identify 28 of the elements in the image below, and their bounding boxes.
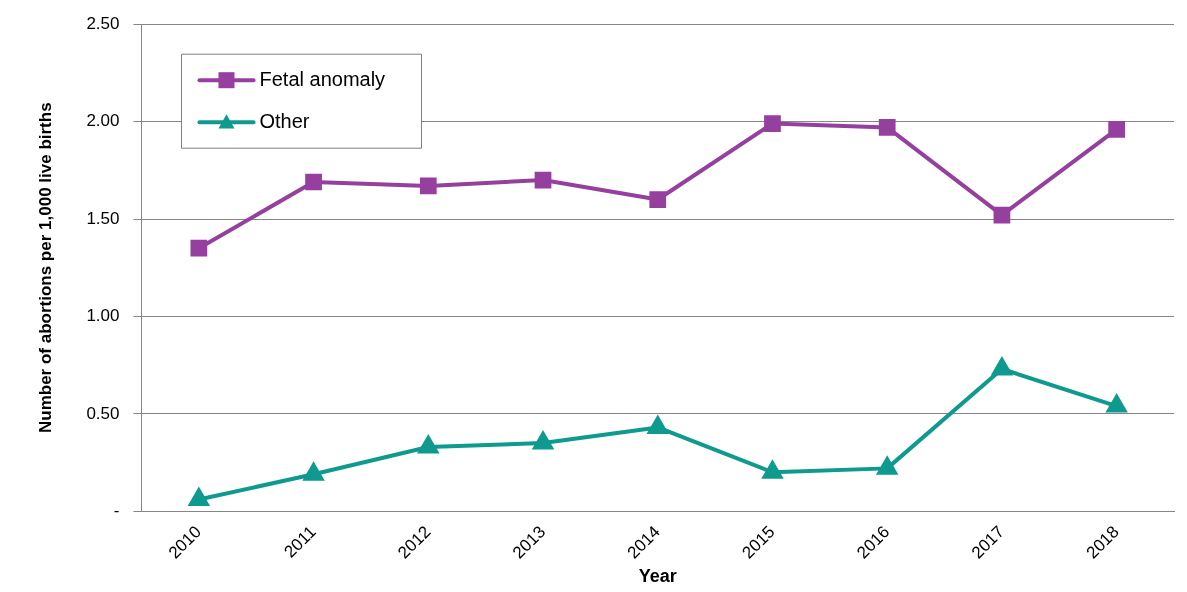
point	[187, 486, 210, 507]
point	[418, 435, 439, 454]
point	[190, 239, 208, 257]
point	[993, 206, 1011, 224]
legend-label: Other	[259, 109, 310, 132]
y-axis-title: Number of abortions per 1,000 live births	[35, 102, 55, 434]
y-tick-label: 1.00	[86, 306, 120, 326]
point	[878, 119, 896, 136]
point	[419, 177, 437, 195]
point	[303, 463, 324, 481]
point	[649, 191, 667, 208]
point	[533, 432, 553, 450]
legend-label: Fetal anomaly	[259, 67, 386, 90]
y-tick-label: 2.00	[86, 111, 120, 131]
y-tick-label: 1.50	[86, 208, 120, 228]
point	[992, 358, 1012, 376]
point	[647, 416, 668, 434]
y-tick-label: -	[113, 500, 120, 520]
y-tick-label: 0.50	[86, 403, 120, 423]
point	[1106, 395, 1127, 413]
point	[1108, 121, 1125, 138]
x-axis-title: Year	[638, 566, 677, 587]
point	[762, 461, 783, 479]
point	[305, 173, 322, 191]
point	[534, 171, 552, 189]
point	[764, 115, 781, 132]
y-tick-label: 2.50	[86, 13, 120, 33]
point	[877, 457, 897, 475]
